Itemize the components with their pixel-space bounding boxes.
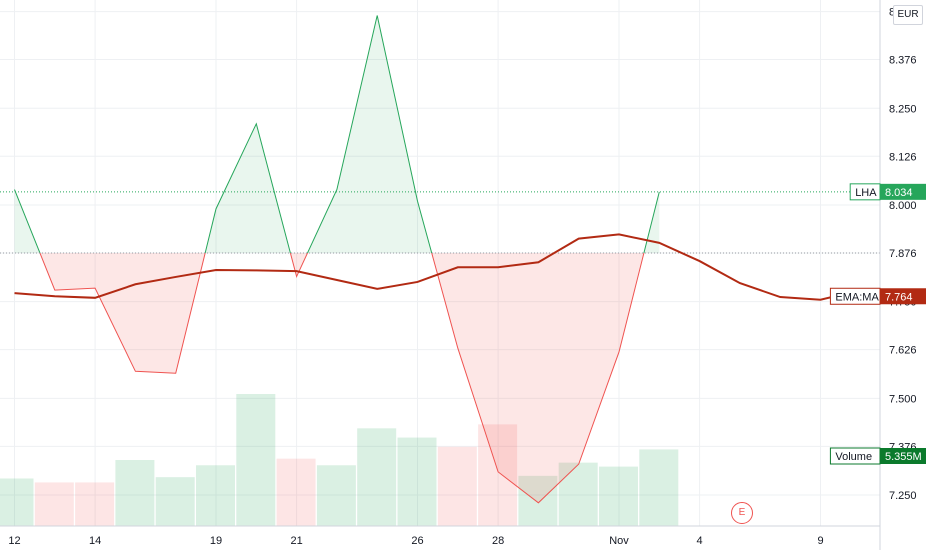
volume-bar (155, 477, 195, 526)
earnings-icon: E (738, 507, 746, 518)
volume-bar (196, 465, 235, 526)
volume-bar (75, 482, 115, 526)
lha-price-label-value-box (880, 183, 926, 200)
x-tick-label: 19 (210, 535, 222, 547)
volume-bar (437, 446, 477, 526)
currency-label: EUR (897, 9, 919, 20)
ema-price-label-name: EMA:MA (835, 291, 879, 303)
lha-line-up (14, 15, 660, 253)
lha-line-down (39, 252, 645, 504)
volume-bar (518, 475, 558, 526)
x-tick-label: 4 (697, 535, 703, 547)
volume-bar (34, 482, 74, 526)
x-tick-label: Nov (609, 535, 629, 547)
volume-bar (357, 428, 397, 526)
volume-bar (478, 424, 518, 526)
volume-bar (276, 458, 316, 526)
y-tick-label: 8.000 (889, 200, 917, 212)
volume-price-label-value: 5.355M (885, 451, 922, 463)
volume-price-label-value-box (880, 448, 926, 464)
y-tick-label: 8.126 (889, 151, 917, 163)
currency-badge[interactable]: EUR (893, 5, 923, 25)
volume-price-label: Volume 5.355M (829, 447, 926, 465)
ema-price-label-value-box (880, 288, 926, 305)
lha-price-label-value: 8.034 (885, 187, 913, 199)
x-tick-label: 12 (8, 535, 20, 547)
volume-bar (115, 460, 155, 526)
series-lines (0, 15, 880, 504)
volume-bar (397, 437, 437, 526)
volume-bar (639, 449, 679, 526)
volume-bar (558, 462, 598, 526)
volume-bars (0, 394, 679, 526)
grid (0, 0, 880, 526)
y-tick-label: 7.500 (889, 393, 917, 405)
ema-price-label-value: 7.764 (885, 291, 913, 303)
y-tick-label: 8.376 (889, 55, 917, 67)
price-labels: LHA 8.034 EMA:MA 7.764 Volume 5.355M (829, 183, 926, 465)
x-tick-label: 14 (89, 535, 101, 547)
volume-price-label-name: Volume (835, 451, 872, 463)
x-tick-label: 28 (492, 535, 504, 547)
ema-line (14, 233, 862, 301)
lha-price-label: LHA 8.034 (849, 183, 926, 201)
baseline-area (14, 15, 660, 503)
x-tick-label: 26 (411, 535, 423, 547)
volume-bar (316, 465, 356, 526)
area-fill-down (14, 252, 660, 503)
y-tick-label: 8.250 (889, 103, 917, 115)
x-tick-label: 21 (290, 535, 302, 547)
y-tick-label: 7.626 (889, 345, 917, 357)
y-tick-label: 7.250 (889, 490, 917, 502)
earnings-marker[interactable]: E (731, 502, 753, 524)
volume-bar (236, 394, 276, 526)
x-tick-label: 9 (817, 535, 823, 547)
area-fill-up (14, 15, 660, 253)
ema-price-label: EMA:MA 7.764 (829, 287, 926, 305)
volume-bar (599, 466, 638, 526)
y-tick-label: 7.876 (889, 248, 917, 260)
lha-price-label-name: LHA (855, 187, 877, 199)
volume-bar (0, 478, 34, 526)
